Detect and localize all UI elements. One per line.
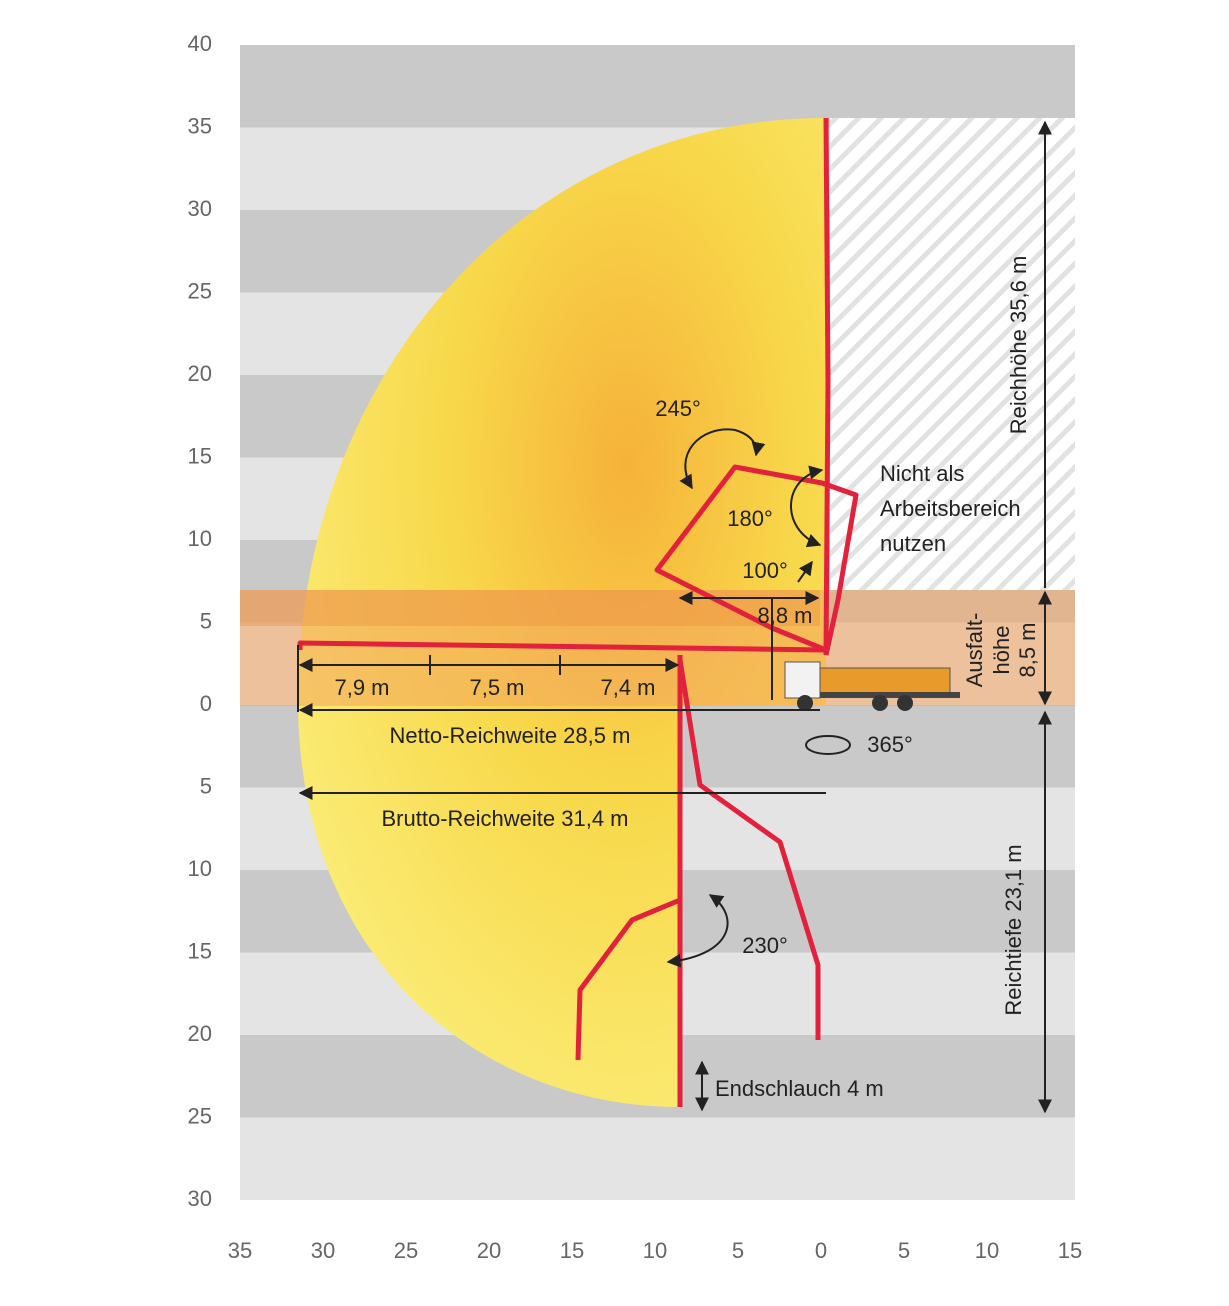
dimension-label: 8,8 m — [757, 603, 812, 628]
rotation-arrow — [790, 465, 824, 548]
x-tick-label: 5 — [898, 1238, 910, 1263]
dimension-label: 7,9 m — [334, 675, 389, 700]
x-tick-label: 20 — [477, 1238, 501, 1263]
boom-folded — [654, 464, 859, 656]
dimension-label: 8,5 m — [1015, 622, 1040, 677]
y-tick-label: 40 — [188, 31, 212, 56]
dimension-label: 7,4 m — [600, 675, 655, 700]
dimension-label: 7,5 m — [469, 675, 524, 700]
dimension-label: Ausfalt- — [962, 613, 987, 688]
band — [240, 45, 1075, 128]
boom-bent — [677, 659, 821, 1040]
y-tick-label: 30 — [188, 1186, 212, 1211]
rotation-arrow — [805, 735, 851, 755]
rotation-arrow — [679, 428, 766, 490]
x-tick-label: 10 — [643, 1238, 667, 1263]
dimension-label: Reichtiefe 23,1 m — [1001, 844, 1026, 1015]
angle-label: 245° — [655, 396, 701, 421]
y-tick-label: 25 — [188, 278, 212, 303]
x-tick-label: 10 — [975, 1238, 999, 1263]
hatched-area — [830, 118, 1075, 590]
dimension-label: höhe — [989, 626, 1014, 675]
boom-vertical — [823, 117, 831, 656]
angle-label: 100° — [742, 558, 788, 583]
angle-label: 365° — [867, 732, 913, 757]
note: Nicht als — [880, 461, 964, 486]
rotation-arrow — [797, 560, 813, 583]
y-tick-label: 0 — [200, 691, 212, 716]
dimension-label: Endschlauch 4 m — [715, 1076, 884, 1101]
angle-label: 230° — [742, 933, 788, 958]
boom-bent-2 — [575, 897, 681, 1061]
y-tick-label: 20 — [188, 1021, 212, 1046]
dimension-label: Netto-Reichweite 28,5 m — [390, 723, 631, 748]
y-tick-label: 25 — [188, 1103, 212, 1128]
x-tick-label: 15 — [560, 1238, 584, 1263]
y-tick-label: 30 — [188, 196, 212, 221]
x-tick-label: 5 — [732, 1238, 744, 1263]
dimension-label: Reichhöhe 35,6 m — [1006, 256, 1031, 435]
y-tick-label: 20 — [188, 361, 212, 386]
y-tick-label: 10 — [188, 526, 212, 551]
band — [240, 1117, 1075, 1200]
x-tick-label: 25 — [394, 1238, 418, 1263]
y-tick-label: 35 — [188, 113, 212, 138]
dimension-label: Brutto-Reichweite 31,4 m — [382, 806, 629, 831]
note: Arbeitsbereich — [880, 496, 1021, 521]
rotation-arrow — [666, 894, 729, 968]
y-tick-label: 5 — [200, 773, 212, 798]
y-tick-label: 15 — [188, 443, 212, 468]
x-tick-label: 0 — [815, 1238, 827, 1263]
x-tick-label: 30 — [311, 1238, 335, 1263]
x-tick-label: 15 — [1058, 1238, 1082, 1263]
angle-label: 180° — [727, 506, 773, 531]
truck — [784, 661, 960, 711]
x-tick-label: 35 — [228, 1238, 252, 1263]
y-tick-label: 15 — [188, 938, 212, 963]
note: nutzen — [880, 531, 946, 556]
y-tick-label: 10 — [188, 856, 212, 881]
y-tick-label: 5 — [200, 608, 212, 633]
boom-horizontal — [297, 640, 827, 653]
